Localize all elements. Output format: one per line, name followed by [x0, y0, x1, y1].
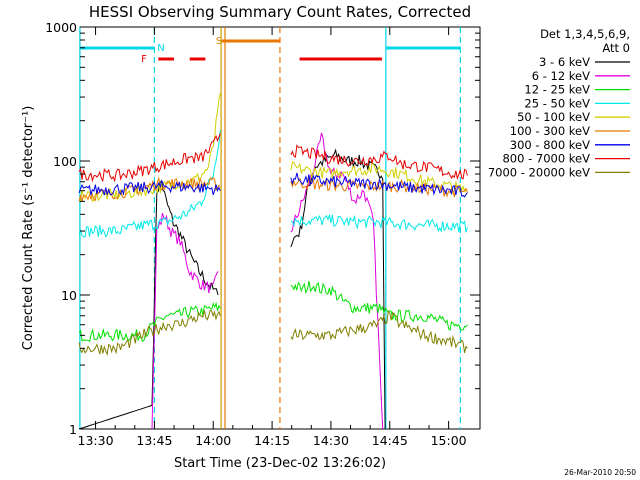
y-axis-ticks: 1 10 100 1000 [45, 20, 480, 437]
x-axis-label: Start Time (23-Dec-02 13:26:02) [174, 456, 386, 471]
legend-label-2: 6 - 12 keV [532, 69, 590, 83]
plot-timestamp: 26-Mar-2010 20:50 [564, 468, 636, 477]
series-3-segment-1 [78, 301, 221, 343]
series-4-segment-2 [290, 214, 468, 233]
series-1-segment-1 [78, 180, 219, 430]
y-tick-label-4: 1000 [45, 20, 77, 35]
flag-label-n: N [157, 43, 164, 54]
series-3-segment-2 [290, 280, 468, 331]
x-axis-ticks: 13:30 13:45 14:00 14:15 14:30 14:45 15:00 [78, 27, 467, 448]
flag-bars: NF S [79, 36, 461, 65]
legend-label-5: 50 - 100 keV [517, 110, 590, 124]
flag-label-f: F [141, 54, 147, 65]
series-8-segment-2 [290, 144, 468, 181]
series-2-segment-1 [151, 212, 219, 430]
series-6-segment-1 [78, 176, 221, 202]
legend-label-6: 100 - 300 keV [510, 124, 590, 138]
series-9-segment-1 [78, 309, 221, 356]
x-tick-label-2: 13:45 [136, 433, 172, 448]
x-tick-label-1: 13:30 [78, 433, 114, 448]
series-4-segment-1 [78, 130, 221, 238]
x-tick-label-3: 14:00 [195, 433, 231, 448]
time-markers [79, 27, 461, 429]
legend-label-1: 3 - 6 keV [539, 55, 590, 69]
series-5-segment-2 [290, 161, 468, 195]
legend-label-3: 12 - 25 keV [524, 83, 590, 97]
series-9-segment-2 [290, 309, 468, 354]
series-lines [78, 93, 468, 430]
y-axis-label: Corrected Count Rate (s⁻¹ detector⁻¹) [21, 106, 36, 351]
chart-title: HESSI Observing Summary Count Rates, Cor… [89, 3, 471, 21]
legend-label-4: 25 - 50 keV [524, 96, 590, 110]
y-tick-label-2: 10 [61, 288, 77, 303]
series-8-segment-1 [78, 133, 221, 183]
legend-header-line-1: Det 1,3,4,5,6,9, [540, 27, 630, 41]
series-7-segment-2 [290, 172, 468, 198]
series-7-segment-1 [78, 179, 221, 196]
legend-label-9: 7000 - 20000 keV [488, 165, 590, 179]
legend-header-line-2: Att 0 [602, 41, 630, 55]
x-tick-label-5: 14:30 [313, 433, 349, 448]
legend-label-8: 800 - 7000 keV [502, 152, 590, 166]
x-tick-label-4: 14:15 [254, 433, 290, 448]
x-tick-label-6: 14:45 [372, 433, 408, 448]
series-1-segment-2 [290, 148, 386, 430]
flag-label-s: S [216, 36, 222, 47]
y-tick-label-3: 100 [53, 154, 77, 169]
legend-label-7: 300 - 800 keV [510, 138, 590, 152]
x-tick-label-7: 15:00 [431, 433, 467, 448]
y-tick-label-1: 1 [69, 422, 77, 437]
